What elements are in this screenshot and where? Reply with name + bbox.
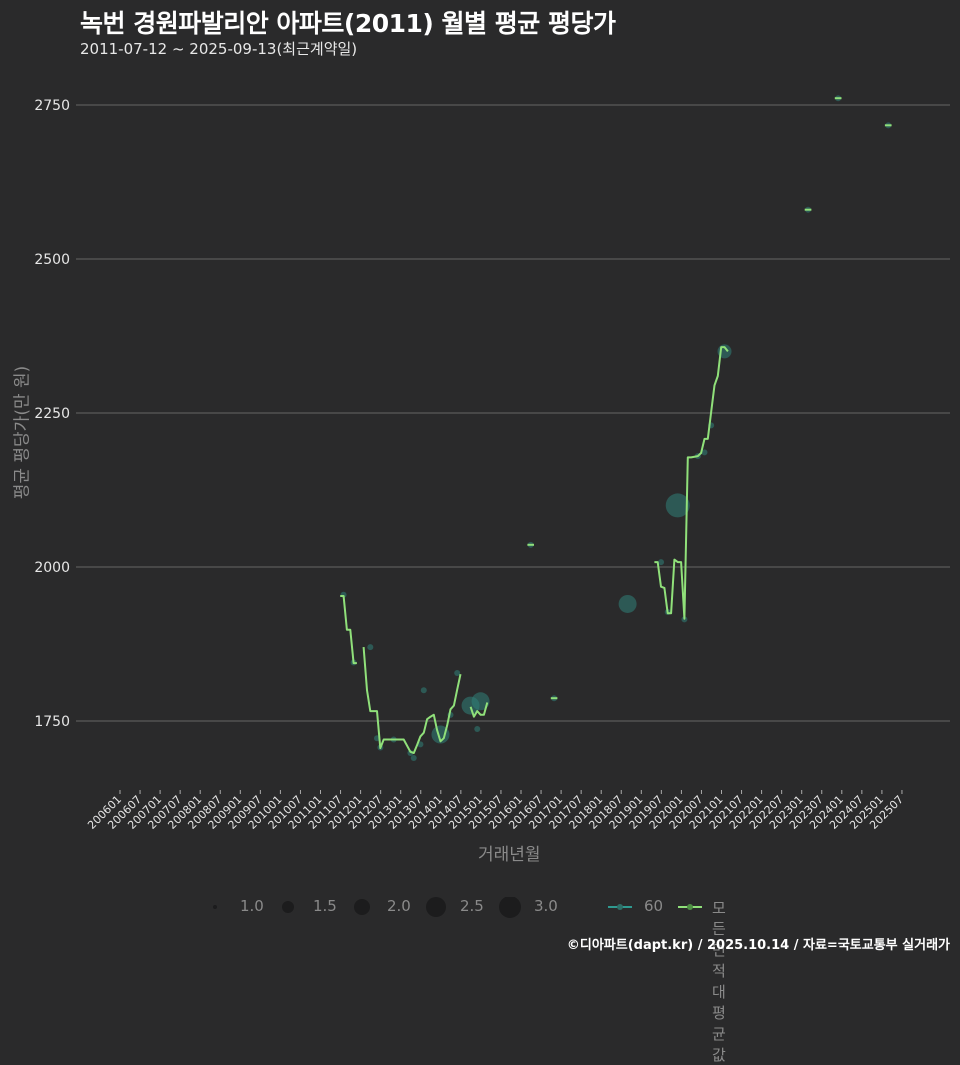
legend-size-2: 2.0 (387, 897, 411, 915)
data-point (420, 687, 427, 694)
data-point (410, 754, 417, 761)
chart-title: 녹번 경원파발리안 아파트(2011) 월별 평균 평당가 (80, 9, 616, 38)
legend-size-3: 3.0 (534, 897, 558, 915)
y-tick-label: 2250 (34, 406, 70, 422)
plot-area: 1750 2000 2250 2500 2750 2006012006072007012… (34, 95, 950, 832)
data-point (618, 594, 637, 613)
data-point (658, 559, 665, 566)
data-point (454, 669, 461, 676)
gridlines (76, 104, 950, 722)
legend: 1.0 1.5 2.0 2.5 3.0 60 모든 면적대 평균값 (200, 897, 726, 1064)
data-point (367, 644, 374, 651)
y-axis-ticks: 1750 2000 2250 2500 2750 (34, 98, 70, 730)
legend-size-1-5: 1.5 (313, 897, 337, 915)
x-axis-ticks: 2006012006072007012007072008012008072009… (85, 790, 906, 832)
legend-60-label: 60 (644, 897, 664, 915)
legend-60-key-icon (608, 904, 632, 910)
average-line-segment (469, 702, 489, 718)
legend-avg-key-icon (678, 904, 702, 910)
data-point (474, 726, 481, 733)
x-axis-label: 거래년월 (478, 845, 541, 865)
average-line-segment (654, 346, 729, 620)
y-tick-label: 2000 (34, 560, 70, 576)
data-point (471, 692, 490, 711)
y-tick-label: 2500 (34, 252, 70, 268)
legend-size-1: 1.0 (240, 897, 264, 915)
average-line-segment (362, 647, 462, 754)
series-60-bubbles (340, 95, 892, 761)
data-point (701, 449, 708, 456)
legend-size-2-5: 2.5 (460, 897, 484, 915)
size-legend (213, 897, 521, 918)
chart-subtitle: 2011-07-12 ~ 2025-09-13(최근계약일) (80, 40, 358, 58)
source-footer: ©디아파트(dapt.kr) / 2025.10.14 / 자료=국토교통부 실… (566, 938, 950, 953)
y-tick-label: 1750 (34, 714, 70, 730)
average-line-segment (340, 595, 357, 665)
series-average-line (340, 97, 892, 754)
legend-avg-label: 모든 면적대 평균값 (712, 899, 726, 1064)
data-point (665, 493, 690, 518)
y-tick-label: 2750 (34, 98, 70, 114)
